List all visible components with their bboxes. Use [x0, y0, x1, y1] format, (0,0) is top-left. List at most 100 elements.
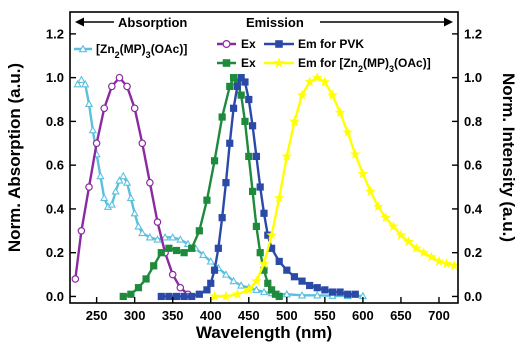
series-point: [304, 76, 315, 87]
series-point: [126, 193, 135, 202]
series-point: [71, 275, 80, 283]
left-y-tick-label: 0.8: [46, 114, 64, 129]
series-point: [226, 82, 234, 90]
series-point: [243, 284, 255, 295]
legend-subscript: 3: [146, 50, 151, 60]
absorption-arrow-head: [75, 17, 84, 27]
series-point: [168, 233, 177, 241]
x-tick-label: 450: [238, 308, 260, 323]
series-point: [221, 270, 231, 278]
legend-text-part: (MP): [363, 56, 389, 70]
series-point: [222, 179, 230, 187]
series-point: [111, 187, 120, 195]
series-point: [222, 59, 231, 67]
series-point: [298, 277, 306, 285]
series-point: [73, 79, 82, 88]
series-point: [92, 139, 101, 148]
series-point: [344, 290, 352, 298]
right-y-axis-title: Norm. Intensity (a.u.): [499, 73, 517, 242]
x-tick-label: 650: [390, 308, 412, 323]
series-point: [297, 291, 307, 299]
series-point: [351, 290, 359, 298]
series-point: [306, 281, 314, 290]
series-layer: [71, 72, 460, 301]
left-y-tick-label: 0.6: [46, 158, 64, 173]
left-y-tick-label: 1.2: [46, 26, 64, 41]
emission-arrow-head: [444, 17, 453, 27]
series-point: [138, 228, 147, 237]
series-point: [372, 201, 384, 212]
series-point: [96, 171, 105, 180]
series-point: [107, 200, 116, 208]
series-point: [296, 89, 308, 100]
series-point: [266, 229, 277, 240]
series-point: [418, 247, 430, 258]
series-point: [220, 290, 232, 301]
series-3: [157, 74, 359, 301]
series-point: [157, 292, 165, 301]
series-point: [210, 157, 219, 165]
series-point: [138, 139, 147, 148]
series-point: [321, 286, 329, 294]
series-point: [153, 218, 162, 226]
series-point: [172, 292, 181, 301]
series-point: [237, 281, 246, 289]
series-point: [168, 270, 177, 279]
series-line: [122, 76, 280, 298]
series-point: [237, 74, 245, 82]
right-y-tick-label: 0.8: [464, 114, 482, 129]
series-point: [433, 255, 445, 266]
series-point: [195, 290, 203, 298]
series-point: [275, 40, 283, 48]
emission-header: Emission: [246, 15, 304, 30]
series-point: [256, 249, 264, 257]
series-point: [207, 279, 215, 287]
series-point: [403, 236, 414, 247]
series-point: [157, 249, 165, 257]
series-point: [229, 276, 238, 285]
series-point: [388, 220, 399, 231]
absorption-header: Absorption: [118, 15, 187, 30]
series-point: [188, 244, 196, 252]
series-1: [71, 73, 192, 299]
series-point: [134, 222, 143, 230]
series-point: [410, 242, 422, 253]
series-point: [328, 288, 337, 296]
series-point: [281, 150, 293, 161]
series-point: [260, 209, 268, 217]
right-y-tick-label: 1.0: [464, 70, 482, 85]
series-point: [218, 214, 226, 222]
legend-text-part: (OAc)]: [151, 42, 188, 56]
series-point: [203, 196, 211, 204]
x-tick-label: 550: [314, 308, 336, 323]
series-point: [252, 222, 260, 231]
series-point: [256, 183, 264, 191]
series-point: [153, 235, 162, 243]
series-point: [290, 273, 299, 281]
legend-label-ex-purple: Ex: [241, 37, 256, 51]
series-point: [327, 89, 338, 100]
series-point: [365, 185, 376, 196]
series-point: [289, 115, 300, 126]
legend-label-em-pvk: Em for PVK: [298, 37, 364, 51]
series-4: [209, 72, 460, 301]
series-point: [81, 79, 90, 88]
series-point: [206, 257, 215, 265]
x-tick-label: 500: [276, 308, 298, 323]
series-point: [313, 284, 321, 292]
series-point: [115, 73, 124, 82]
series-point: [334, 107, 346, 118]
series-point: [252, 285, 261, 293]
series-point: [232, 288, 243, 299]
legend-subscript: 2: [358, 64, 363, 74]
series-point: [252, 152, 260, 161]
series-point: [275, 257, 283, 266]
series-point: [226, 139, 234, 147]
x-tick-label: 300: [124, 308, 146, 323]
legend-text-part: (OAc)]: [394, 56, 431, 70]
x-tick-label: 400: [200, 308, 222, 323]
series-line: [76, 78, 363, 298]
series-point: [176, 235, 185, 243]
left-y-axis-title: Norm. Absorption (a.u.): [5, 63, 24, 252]
